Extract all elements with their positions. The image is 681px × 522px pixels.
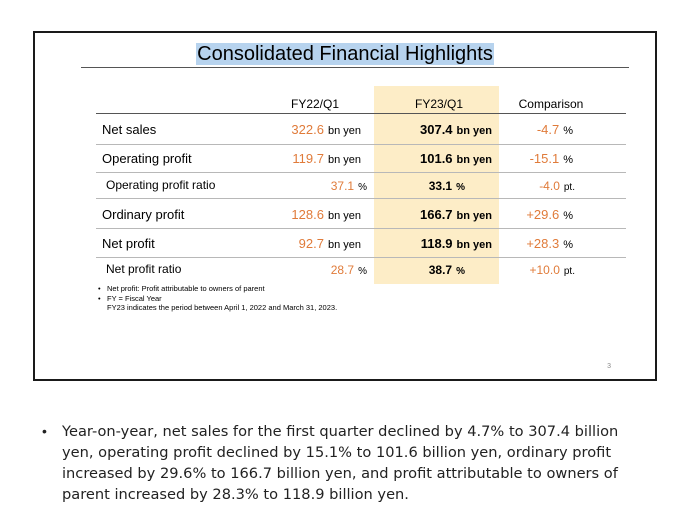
row-divider xyxy=(96,257,626,258)
summary-text: Year-on-year, net sales for the first qu… xyxy=(62,423,619,503)
column-header-comparison: Comparison xyxy=(518,97,584,111)
fy23-value: 307.4 bn yen xyxy=(420,122,492,137)
row-divider xyxy=(96,144,626,145)
comparison-value: +29.6% xyxy=(526,207,573,222)
fy22-value: 92.7 bn yen xyxy=(298,236,361,251)
bullet-icon: • xyxy=(42,423,47,439)
fy22-value: 119.7 bn yen xyxy=(292,151,361,166)
footnote-1: • Net profit: Profit attributable to owne… xyxy=(98,284,265,293)
fy23-value: 166.7 bn yen xyxy=(420,207,492,222)
fy22-value: 37.1% xyxy=(330,179,367,193)
fy23-column-highlight xyxy=(374,86,499,284)
comparison-value: -4.7% xyxy=(536,122,573,137)
comparison-value: +28.3% xyxy=(526,236,573,251)
column-header-fy23: FY23/Q1 xyxy=(414,97,464,111)
footnotes: • Net profit: Profit attributable to owne… xyxy=(98,284,337,313)
row-divider xyxy=(96,198,626,199)
footnote-2: • FY = Fiscal Year xyxy=(98,293,162,303)
row-label: Net sales xyxy=(102,122,157,137)
fy23-value: 38.7% xyxy=(428,263,465,277)
slide-frame: Consolidated Financial Highlights FY22/Q… xyxy=(33,31,657,381)
slide-title: Consolidated Financial Highlights xyxy=(196,43,494,65)
row-label: Net profit ratio xyxy=(106,262,182,276)
row-label: Net profit xyxy=(102,236,155,251)
page-number: 3 xyxy=(607,363,611,370)
fy23-value: 101.6 bn yen xyxy=(420,151,492,166)
fy22-value: 128.6 bn yen xyxy=(291,207,361,222)
row-label: Operating profit ratio xyxy=(106,178,216,192)
header-divider xyxy=(96,113,626,114)
fy23-value: 33.1% xyxy=(428,179,465,193)
comparison-value: -15.1% xyxy=(529,151,573,166)
row-divider xyxy=(96,228,626,229)
fy22-value: 322.6 bn yen xyxy=(291,122,361,137)
fy22-value: 28.7% xyxy=(330,263,367,277)
row-label: Operating profit xyxy=(102,151,192,166)
comparison-value: +10.0 pt. xyxy=(529,263,576,277)
row-label: Ordinary profit xyxy=(102,207,185,222)
column-header-fy22: FY22/Q1 xyxy=(290,97,340,111)
fy23-value: 118.9 bn yen xyxy=(420,236,492,251)
comparison-value: -4.0 pt. xyxy=(539,179,575,193)
footnote-2-continuation: FY23 indicates the period between April … xyxy=(107,303,338,312)
row-divider xyxy=(96,172,626,173)
title-divider xyxy=(81,67,629,68)
